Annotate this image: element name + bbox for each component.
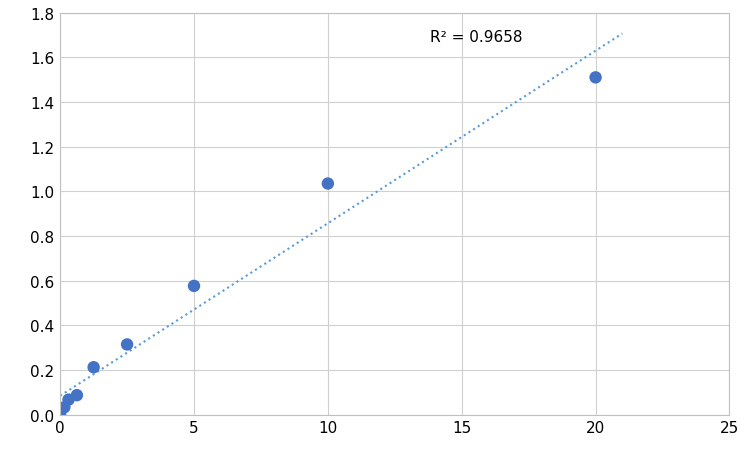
Point — [54, 411, 66, 418]
Point — [62, 396, 74, 403]
Point — [590, 74, 602, 82]
Point — [87, 364, 99, 371]
Point — [322, 180, 334, 188]
Point — [188, 283, 200, 290]
Point — [121, 341, 133, 348]
Text: R² = 0.9658: R² = 0.9658 — [429, 30, 522, 45]
Point — [71, 391, 83, 399]
Point — [59, 404, 71, 411]
